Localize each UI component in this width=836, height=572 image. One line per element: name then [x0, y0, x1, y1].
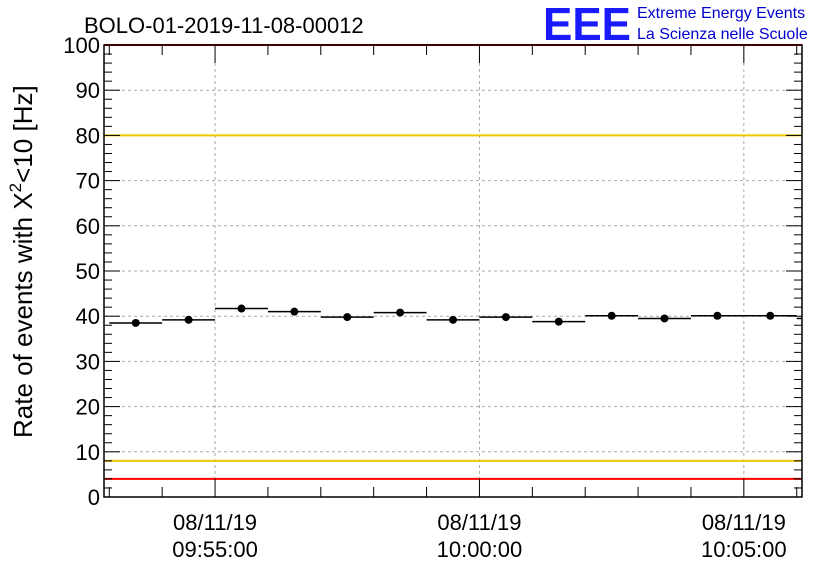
- axes: 010203040506070809010008/11/1909:55:0008…: [63, 33, 803, 562]
- y-tick-label: 50: [76, 259, 100, 284]
- y-tick-label: 10: [76, 440, 100, 465]
- eee-logo: EEE Extreme Energy Events La Scienza nel…: [543, 0, 808, 50]
- data-point: [343, 313, 352, 322]
- data-point: [766, 311, 775, 320]
- grid: [104, 45, 802, 497]
- y-tick-label: 90: [76, 78, 100, 103]
- logo-letters: EEE: [543, 0, 631, 50]
- data-point: [396, 308, 405, 317]
- y-tick-label: 0: [88, 485, 100, 510]
- data-point: [449, 315, 457, 324]
- y-tick-label: 40: [76, 304, 100, 329]
- y-axis-label-main: Rate of events with X: [8, 192, 38, 438]
- x-tick-label-time: 10:00:00: [437, 537, 523, 562]
- y-tick-label: 70: [76, 169, 100, 194]
- logo-line1: Extreme Energy Events: [637, 5, 805, 22]
- y-tick-label: 20: [76, 395, 100, 420]
- logo-line2: La Scienza nelle Scuole: [637, 26, 808, 43]
- data-point: [607, 311, 616, 320]
- data-point: [554, 317, 563, 326]
- x-tick-label-date: 08/11/19: [173, 510, 257, 535]
- y-axis-label-superscript: 2: [6, 183, 25, 192]
- y-tick-label: 100: [63, 33, 100, 58]
- data-point: [237, 304, 246, 313]
- x-tick-label-time: 10:05:00: [701, 537, 787, 562]
- data-point: [660, 314, 669, 323]
- y-axis-label-suffix: <10 [Hz]: [8, 85, 38, 183]
- data-point: [184, 315, 193, 324]
- data-point: [290, 307, 299, 316]
- data-point: [501, 313, 510, 322]
- data-points: [109, 304, 802, 327]
- x-tick-label-time: 09:55:00: [172, 537, 258, 562]
- y-axis-label: Rate of events with X2<10 [Hz]: [6, 85, 38, 438]
- chart-title: BOLO-01-2019-11-08-00012: [84, 13, 364, 38]
- data-point: [131, 318, 140, 327]
- y-tick-label: 60: [76, 214, 100, 239]
- data-point: [713, 311, 722, 320]
- y-tick-label: 30: [76, 349, 100, 374]
- reference-lines: [104, 44, 802, 480]
- y-tick-label: 80: [76, 123, 100, 148]
- x-tick-label-date: 08/11/19: [437, 510, 521, 535]
- x-tick-label-date: 08/11/19: [702, 510, 786, 535]
